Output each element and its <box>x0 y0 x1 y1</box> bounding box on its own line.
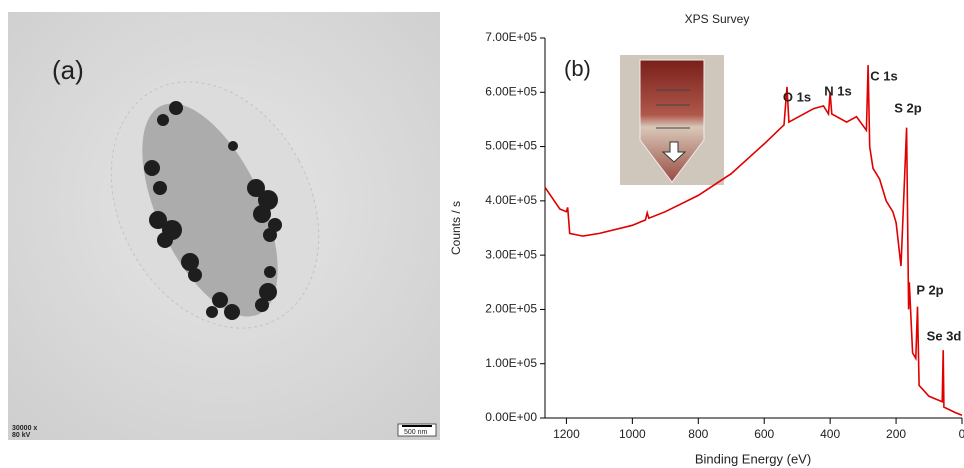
x-tick-label: 1200 <box>553 427 580 441</box>
x-tick-label: 200 <box>886 427 906 441</box>
y-tick-label: 4.00E+05 <box>485 193 537 207</box>
magnification: 30000 x <box>12 425 37 432</box>
y-tick-label: 3.00E+05 <box>485 247 537 261</box>
peak-label: Se 3d <box>927 328 962 343</box>
peak-label: P 2p <box>916 282 943 297</box>
x-tick-label: 800 <box>688 427 708 441</box>
peak-label: N 1s <box>824 83 851 98</box>
y-axis-title: Counts / s <box>449 201 463 255</box>
scale-bar-label: 500 nm <box>404 429 428 436</box>
x-tick-label: 0 <box>959 427 964 441</box>
x-tick-label: 1000 <box>619 427 646 441</box>
panel-label: (b) <box>564 56 591 81</box>
tem-image <box>8 12 440 440</box>
y-tick-label: 5.00E+05 <box>485 139 537 153</box>
voltage: 80 kV <box>12 432 31 439</box>
y-tick-label: 6.00E+05 <box>485 84 537 98</box>
x-tick-label: 600 <box>754 427 774 441</box>
x-tick-label: 400 <box>820 427 840 441</box>
peak-label: S 2p <box>894 100 922 115</box>
chart-title: XPS Survey <box>685 12 750 26</box>
x-axis-title: Binding Energy (eV) <box>695 451 811 466</box>
inset-photo <box>620 55 724 185</box>
peak-label: O 1s <box>783 89 811 104</box>
y-tick-label: 7.00E+05 <box>485 30 537 44</box>
line <box>544 65 963 417</box>
y-tick-label: 1.00E+05 <box>485 356 537 370</box>
y-tick-label: 0.00E+00 <box>485 410 537 424</box>
peak-label: C 1s <box>870 68 897 83</box>
panel-label: (a) <box>52 55 84 85</box>
y-tick-label: 2.00E+05 <box>485 302 537 316</box>
